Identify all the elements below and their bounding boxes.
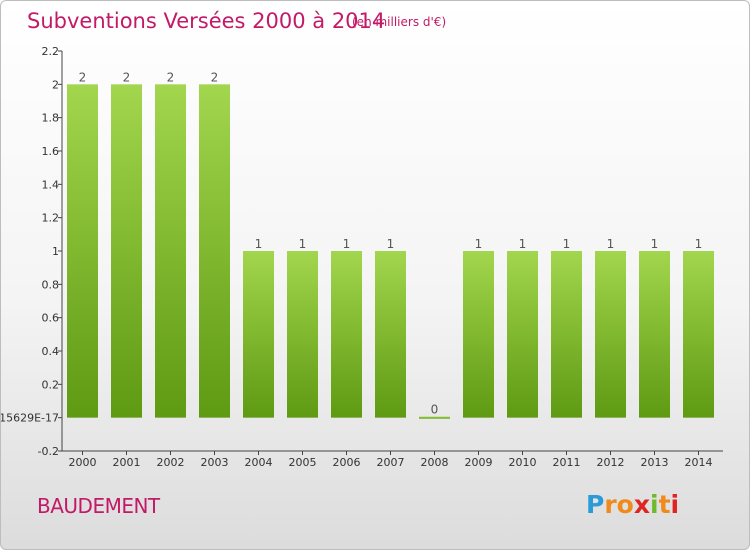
- bar-2007: [375, 251, 406, 418]
- x-tick-label: 2008: [421, 456, 449, 469]
- y-tick-label: 2: [52, 78, 59, 91]
- data-label: 1: [563, 237, 571, 251]
- data-label: 0: [431, 403, 439, 417]
- x-tick-label: 2006: [333, 456, 361, 469]
- bar-2002: [155, 84, 186, 418]
- data-label: 1: [607, 237, 615, 251]
- x-tick-label: 2004: [245, 456, 273, 469]
- bar-2003: [199, 84, 230, 418]
- logo-letter: x: [633, 490, 650, 519]
- data-label: 1: [519, 237, 527, 251]
- x-tick-label: 2009: [465, 456, 493, 469]
- x-tick-label: 2001: [113, 456, 141, 469]
- y-tick-label: 0.6: [42, 312, 60, 325]
- y-tick-label: -1.15629E-17: [1, 412, 59, 425]
- logo-letter: i: [670, 490, 680, 519]
- x-tick-label: 2010: [509, 456, 537, 469]
- y-tick-label: 1: [52, 245, 59, 258]
- data-label: 1: [299, 237, 307, 251]
- bar-2000: [67, 84, 98, 418]
- y-tick-label: 1.8: [42, 112, 60, 125]
- data-label: 1: [255, 237, 263, 251]
- data-label: 2: [123, 70, 131, 84]
- y-tick-label: 0.2: [42, 378, 60, 391]
- data-label: 2: [167, 70, 175, 84]
- proxiti-logo[interactable]: Proxiti: [586, 490, 679, 519]
- y-tick-label: 0.4: [42, 345, 60, 358]
- bar-2006: [331, 251, 362, 418]
- bar-2013: [639, 251, 670, 418]
- commune-name: BAUDEMENT: [37, 494, 160, 518]
- y-tick-label: 1.6: [42, 145, 60, 158]
- y-tick-label: -0.2: [38, 445, 59, 458]
- y-tick-label: 0.8: [42, 278, 60, 291]
- y-tick-label: 1.4: [42, 178, 60, 191]
- x-tick-label: 2003: [201, 456, 229, 469]
- bar-2011: [551, 251, 582, 418]
- bar-2010: [507, 251, 538, 418]
- data-label: 1: [651, 237, 659, 251]
- logo-letter: t: [658, 490, 671, 519]
- chart-subtitle: (en milliers d'€): [352, 15, 447, 29]
- y-tick-label: 2.2: [42, 45, 60, 58]
- x-tick-label: 2000: [69, 456, 97, 469]
- bar-2014: [683, 251, 714, 418]
- x-tick-label: 2005: [289, 456, 317, 469]
- x-tick-label: 2014: [685, 456, 713, 469]
- data-label: 2: [79, 70, 87, 84]
- x-tick-label: 2012: [597, 456, 625, 469]
- logo-letter: i: [650, 490, 659, 519]
- x-tick-label: 2002: [157, 456, 185, 469]
- data-label: 1: [695, 237, 703, 251]
- bar-2001: [111, 84, 142, 418]
- bar-2009: [463, 251, 494, 418]
- bar-2008: [419, 416, 450, 419]
- logo-letter: r: [604, 490, 617, 519]
- data-label: 1: [343, 237, 351, 251]
- bar-2004: [243, 251, 274, 418]
- data-label: 1: [387, 237, 395, 251]
- chart-title: Subventions Versées 2000 à 2014: [27, 9, 386, 33]
- x-tick-label: 2007: [377, 456, 405, 469]
- bar-2012: [595, 251, 626, 418]
- y-tick-label: 1.2: [42, 212, 60, 225]
- data-label: 2: [211, 70, 219, 84]
- logo-letter: P: [586, 490, 605, 519]
- x-tick-label: 2011: [553, 456, 581, 469]
- x-tick-label: 2013: [641, 456, 669, 469]
- data-label: 1: [475, 237, 483, 251]
- logo-letter: o: [616, 490, 634, 519]
- bar-2005: [287, 251, 318, 418]
